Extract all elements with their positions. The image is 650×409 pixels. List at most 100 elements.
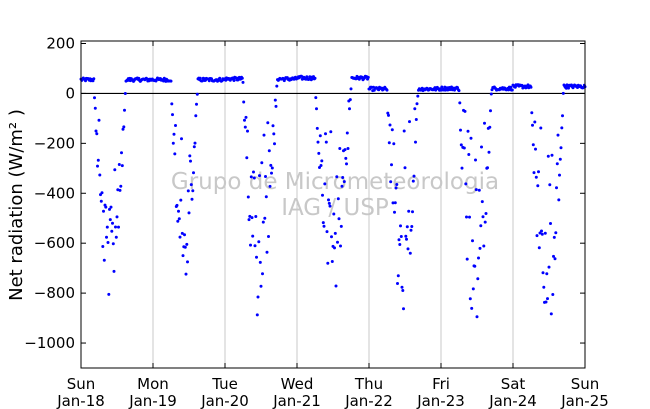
data-point <box>476 277 480 281</box>
data-point <box>185 242 189 246</box>
data-point <box>388 123 392 127</box>
x-tick-label-day: Fri <box>432 375 450 393</box>
data-point <box>554 231 558 235</box>
data-point <box>246 129 249 133</box>
data-point <box>406 247 410 251</box>
data-point <box>537 170 540 174</box>
data-point <box>275 84 279 88</box>
data-point <box>366 75 370 79</box>
data-point <box>552 254 555 258</box>
data-point <box>123 92 127 95</box>
data-point <box>533 120 537 124</box>
data-point <box>337 217 341 221</box>
data-point <box>414 118 418 121</box>
data-point <box>174 124 177 127</box>
data-point <box>190 197 194 201</box>
data-point <box>97 118 101 122</box>
data-point <box>186 189 190 193</box>
data-point <box>407 209 411 213</box>
data-point <box>201 79 204 83</box>
data-point <box>489 92 493 96</box>
data-point <box>344 156 348 160</box>
y-tick-label: −600 <box>34 234 75 252</box>
data-point <box>323 182 327 186</box>
data-point <box>171 113 174 117</box>
data-point <box>108 218 112 222</box>
data-point <box>556 133 560 137</box>
data-point <box>482 244 486 248</box>
data-point <box>330 260 334 263</box>
data-point <box>542 285 546 289</box>
data-point <box>260 161 264 165</box>
x-tick-label-day: Mon <box>137 375 169 393</box>
data-point <box>530 111 534 115</box>
data-point <box>470 306 474 310</box>
data-point <box>169 79 173 83</box>
data-point <box>345 131 349 135</box>
data-point <box>262 133 266 137</box>
data-point <box>252 176 256 180</box>
data-point <box>180 231 184 235</box>
data-point <box>120 164 124 168</box>
data-point <box>256 295 260 299</box>
data-point <box>109 205 113 209</box>
data-point <box>105 235 108 239</box>
data-point <box>273 98 277 102</box>
data-point <box>181 254 185 258</box>
data-point <box>349 87 353 91</box>
data-point <box>397 238 401 242</box>
data-point <box>465 215 468 219</box>
data-point <box>108 207 111 211</box>
data-point <box>459 143 463 147</box>
data-point <box>535 234 539 238</box>
data-point <box>457 89 461 93</box>
data-point <box>193 141 197 145</box>
data-point <box>387 113 390 117</box>
data-point <box>416 94 420 98</box>
data-point <box>183 245 187 249</box>
data-point <box>474 188 478 192</box>
data-point <box>253 244 257 248</box>
data-point <box>567 86 570 90</box>
data-point <box>92 77 96 81</box>
data-point <box>408 251 412 255</box>
data-point <box>396 282 399 285</box>
data-point <box>471 287 475 291</box>
data-point <box>398 243 402 246</box>
data-point <box>189 159 192 163</box>
data-point <box>458 101 462 105</box>
data-point <box>121 127 125 131</box>
data-point <box>468 215 471 219</box>
data-point <box>107 292 111 296</box>
data-point <box>257 240 261 244</box>
data-point <box>327 201 331 205</box>
data-point <box>549 222 552 225</box>
data-point <box>243 125 247 129</box>
data-point <box>327 198 330 202</box>
data-point <box>555 162 559 166</box>
data-point <box>558 173 561 177</box>
data-point <box>261 220 265 224</box>
data-point <box>268 184 272 188</box>
data-point <box>403 166 407 170</box>
data-point <box>264 175 267 178</box>
data-point <box>386 111 390 115</box>
data-point <box>269 163 273 167</box>
data-point <box>110 229 114 233</box>
data-point <box>546 154 550 158</box>
data-point <box>243 118 246 122</box>
data-point <box>315 126 319 130</box>
data-point <box>340 184 344 188</box>
data-point <box>106 241 110 244</box>
data-point <box>176 219 180 223</box>
data-point <box>531 123 534 127</box>
data-point <box>313 76 317 80</box>
data-point <box>177 209 180 213</box>
x-tick-label-day: Tue <box>211 375 238 393</box>
data-point <box>322 224 326 228</box>
data-point <box>248 214 252 218</box>
data-point <box>192 171 195 175</box>
data-point <box>117 163 121 166</box>
data-point <box>250 216 254 220</box>
